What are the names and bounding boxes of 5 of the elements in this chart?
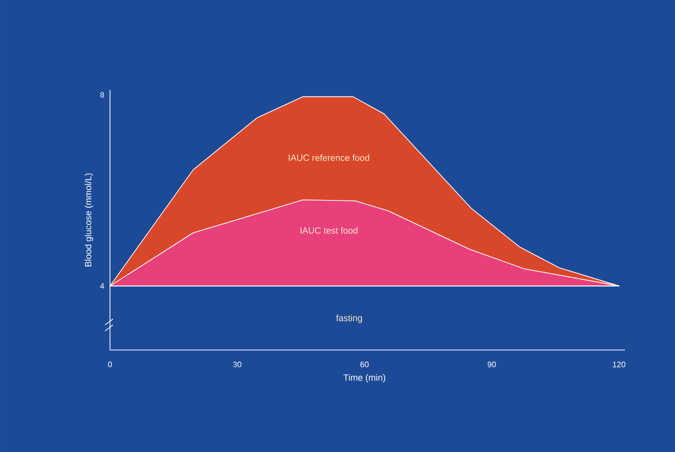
annotation: fasting [336,314,362,323]
annotation: IAUC test food [300,227,358,234]
y-axis-title: Blood glucose (mmol/L) [84,173,94,266]
annotation: IAUC reference food [288,154,370,161]
x-axis-title: Time (min) [343,374,386,382]
